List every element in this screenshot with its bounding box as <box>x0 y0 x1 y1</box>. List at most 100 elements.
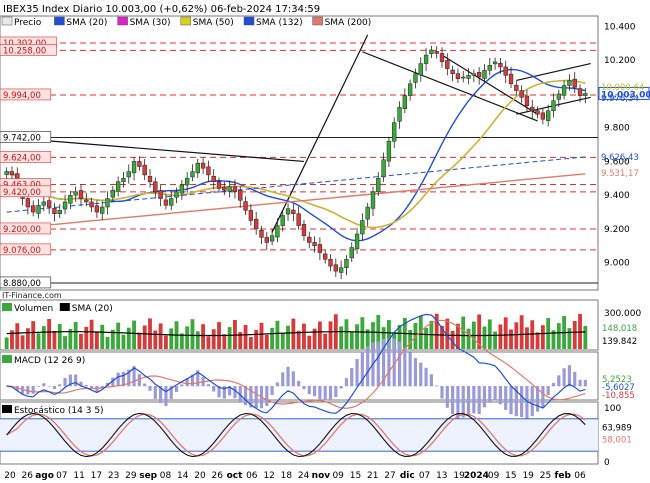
volume-bar <box>142 325 147 349</box>
candle-body <box>498 62 503 68</box>
volume-bar <box>365 329 370 349</box>
macd-hist-bar <box>477 386 481 414</box>
volume-bar <box>206 336 211 349</box>
legend-label: SMA (20) <box>72 304 113 314</box>
macd-hist-bar <box>445 386 449 408</box>
macd-hist-bar <box>488 386 492 403</box>
macd-hist-bar <box>567 365 572 387</box>
macd-hist-bar <box>323 386 327 401</box>
volume-bar <box>440 325 444 349</box>
volume-bar <box>519 315 524 349</box>
volume-bar <box>4 337 9 349</box>
volume-bar <box>456 323 460 349</box>
candle-body <box>259 230 264 238</box>
candle-body <box>296 213 301 226</box>
candle-body <box>68 194 73 204</box>
legend-label: SMA (132) <box>256 18 303 28</box>
candle-body <box>397 107 402 122</box>
candle-body <box>9 171 15 176</box>
y-tick-label: 9.600 <box>604 157 630 167</box>
volume-bar <box>243 324 248 349</box>
volume-bar <box>222 334 227 349</box>
candle-body <box>89 201 94 208</box>
volume-bar <box>100 324 105 349</box>
legend-label: MACD (12 26 9) <box>14 356 85 366</box>
legend-swatch <box>1 16 13 26</box>
volume-bar <box>583 326 588 349</box>
candle-body <box>477 72 482 78</box>
candle-body <box>429 49 434 55</box>
level-badge <box>0 185 52 198</box>
legend-label: Precio <box>14 18 42 28</box>
candle-body <box>413 73 418 83</box>
candle-body <box>567 80 572 86</box>
volume-bar <box>397 325 402 349</box>
level-badge <box>0 222 52 235</box>
macd-hist-bar <box>111 377 115 387</box>
x-tick-label: oct <box>227 471 244 481</box>
trendline <box>271 34 369 233</box>
y-tick-label: 9.200 <box>604 225 630 235</box>
volume-bar <box>25 328 30 349</box>
volume-bar <box>477 314 482 349</box>
macd-hist-bar <box>498 386 502 405</box>
macd-hist-bar <box>318 386 322 400</box>
macd-hist-bar <box>583 379 587 387</box>
y-tick-label: 100 <box>604 404 621 414</box>
macd-hist-bar <box>238 386 242 403</box>
candle-body <box>407 83 413 96</box>
macd-hist-bar <box>233 386 237 399</box>
macd-hist-bar <box>429 374 433 387</box>
macd-hist-bar <box>148 386 152 391</box>
candle-body <box>291 209 296 215</box>
x-tick-label: 26 <box>212 471 224 481</box>
macd-hist-bar <box>26 386 30 395</box>
candle-body <box>264 237 269 243</box>
sma-line <box>6 173 586 230</box>
x-tick-label: 23 <box>108 471 119 481</box>
candle-body <box>349 247 354 259</box>
candle-body <box>147 176 153 182</box>
level-label: 9.624,00 <box>3 153 41 163</box>
volume-bar <box>248 337 253 349</box>
main-panel-frame <box>0 15 599 291</box>
x-tick-label: 12 <box>263 471 274 481</box>
volume-bar <box>371 322 375 349</box>
candle-body <box>153 181 158 193</box>
macd-hist-bar <box>281 372 285 387</box>
x-tick-label: 17 <box>91 471 102 481</box>
candle-body <box>471 73 477 76</box>
candle-body <box>190 171 195 178</box>
macd-hist-bar <box>482 386 487 408</box>
candle-body <box>62 201 68 210</box>
volume-bar <box>445 318 450 349</box>
macd-hist-bar <box>169 386 173 399</box>
candle-body <box>4 171 9 175</box>
x-tick-label: 25 <box>540 471 551 481</box>
volume-bar <box>386 320 391 349</box>
x-tick-label: 26 <box>22 471 34 481</box>
candle-body <box>546 110 551 121</box>
macd-hist-bar <box>196 370 200 387</box>
candle-body <box>307 236 312 243</box>
current-price-badge <box>598 86 650 100</box>
x-tick-label: 06 <box>574 471 586 481</box>
legend-swatch <box>312 16 323 26</box>
x-tick-label: 15 <box>505 471 516 481</box>
volume-bar <box>201 324 206 349</box>
y-tick-label: 10.400 <box>604 22 636 32</box>
macd-hist-bar <box>541 386 545 408</box>
macd-hist-bar <box>355 358 359 387</box>
volume-bar <box>264 334 269 349</box>
macd-hist-bar <box>302 386 306 390</box>
candle-body <box>115 181 121 192</box>
candle-body <box>333 264 338 272</box>
macd-hist-bar <box>466 386 471 416</box>
candle-body <box>365 206 370 220</box>
candle-body <box>450 69 455 74</box>
x-tick-label: 09 <box>488 471 500 481</box>
candle-body <box>519 90 524 98</box>
stoch-d-line <box>6 413 586 457</box>
candle-body <box>25 198 31 208</box>
x-tick-label: 19 <box>453 471 465 481</box>
